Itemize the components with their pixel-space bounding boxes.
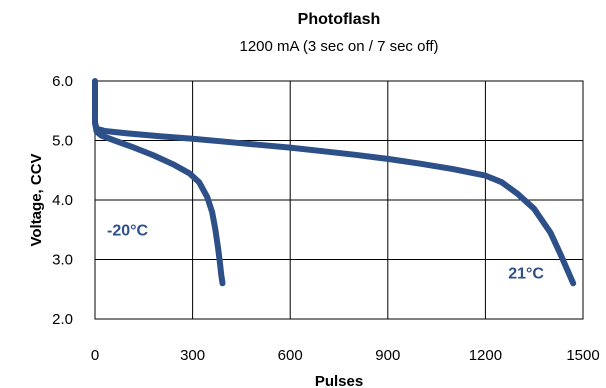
y-tick-label: 4.0 (52, 192, 73, 209)
y-tick-labels: 2.0 3.0 4.0 5.0 6.0 (52, 73, 73, 328)
x-tick-label: 1200 (469, 347, 502, 364)
grid (94, 80, 584, 320)
annotations: -20°C 21°C (107, 223, 544, 283)
x-tick-label: 300 (180, 347, 205, 364)
y-tick-label: 6.0 (52, 73, 73, 90)
x-tick-label: 1500 (566, 347, 599, 364)
x-tick-labels: 0 300 600 900 1200 1500 (91, 347, 600, 364)
y-tick-label: 5.0 (52, 133, 73, 150)
x-tick-label: 0 (91, 347, 99, 364)
x-tick-label: 600 (278, 347, 303, 364)
chart-subtitle: 1200 mA (3 sec on / 7 sec off) (240, 38, 439, 55)
y-axis-label: Voltage, CCV (28, 153, 45, 246)
series-line (92, 119, 577, 287)
x-tick-label: 900 (375, 347, 400, 364)
series-annotation: 21°C (508, 266, 544, 283)
series-annotation: -20°C (107, 223, 149, 240)
y-tick-label: 3.0 (52, 252, 73, 269)
plot-frame (94, 80, 584, 320)
series-line (92, 78, 226, 287)
series-lines (92, 78, 577, 287)
y-tick-label: 2.0 (52, 311, 73, 328)
chart-title: Photoflash (298, 11, 381, 28)
x-axis-label: Pulses (315, 373, 363, 388)
